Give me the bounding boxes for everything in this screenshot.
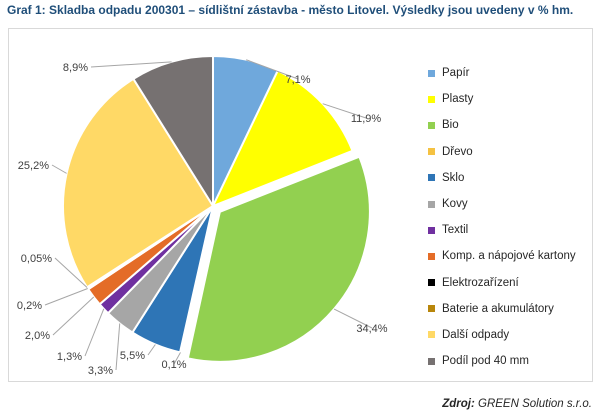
- legend-label: Baterie a akumulátory: [442, 302, 554, 315]
- legend-label: Bio: [442, 119, 459, 132]
- legend-swatch: [428, 226, 435, 234]
- leader-line-9: [44, 288, 88, 306]
- data-label-12: 8,9%: [63, 62, 88, 74]
- leader-line-12: [90, 61, 172, 68]
- legend-item: Textil: [428, 217, 598, 243]
- leader-line-8: [52, 296, 95, 336]
- leader-line-10: [54, 257, 88, 288]
- leader-line-6: [115, 323, 121, 371]
- source-text: GREEN Solution s.r.o.: [478, 398, 592, 410]
- data-label-4: 0,1%: [161, 359, 186, 371]
- legend-label: Další odpady: [442, 328, 510, 341]
- legend-swatch: [428, 69, 435, 77]
- leader-line-1: [246, 59, 299, 80]
- leader-line-5: [147, 344, 156, 356]
- legend-swatch: [428, 279, 435, 287]
- legend-label: Plasty: [442, 93, 474, 106]
- legend-label: Elektrozařízení: [442, 276, 519, 289]
- data-label-5: 5,5%: [120, 350, 145, 362]
- legend: Papír Plasty Bio Dřevo Sklo Kovy Textil Komp. a…: [428, 60, 598, 374]
- legend-swatch: [428, 252, 435, 260]
- data-label-10: 0,05%: [21, 253, 52, 265]
- data-label-11: 25,2%: [18, 160, 49, 172]
- legend-item: Dřevo: [428, 139, 598, 165]
- legend-item: Baterie a akumulátory: [428, 296, 598, 322]
- legend-swatch: [428, 148, 435, 156]
- legend-item: Elektrozařízení: [428, 270, 598, 296]
- leader-lines: [44, 59, 373, 371]
- leader-line-7: [84, 308, 105, 357]
- legend-item: Podíl pod 40 mm: [428, 348, 598, 374]
- leader-line-2: [322, 103, 367, 119]
- legend-swatch: [428, 95, 435, 103]
- data-label-2: 11,9%: [351, 113, 382, 125]
- source-prefix: Zdroj:: [442, 398, 475, 410]
- data-label-6: 3,3%: [88, 365, 113, 377]
- legend-swatch: [428, 305, 435, 313]
- legend-label: Papír: [442, 67, 470, 80]
- leader-line-3: [333, 308, 373, 329]
- data-label-7: 1,3%: [57, 351, 82, 363]
- pie-slice-11: [62, 77, 215, 289]
- data-label-9: 0,2%: [17, 300, 42, 312]
- pie-slice-12: [132, 54, 214, 210]
- legend-swatch: [428, 331, 435, 339]
- legend-item: Plasty: [428, 86, 598, 112]
- legend-swatch: [428, 121, 435, 129]
- legend-label: Komp. a nápojové kartony: [442, 250, 576, 263]
- leader-line-11: [51, 164, 67, 174]
- data-label-8: 2,0%: [25, 330, 50, 342]
- legend-swatch: [428, 174, 435, 182]
- legend-item: Papír: [428, 60, 598, 86]
- legend-label: Textil: [442, 224, 469, 237]
- legend-label: Sklo: [442, 171, 465, 184]
- legend-item: Další odpady: [428, 322, 598, 348]
- data-label-1: 7,1%: [285, 74, 310, 86]
- legend-item: Sklo: [428, 165, 598, 191]
- chart-title: Graf 1: Skladba odpadu 200301 – sídlištn…: [7, 3, 574, 17]
- legend-swatch: [428, 200, 435, 208]
- legend-item: Komp. a nápojové kartony: [428, 243, 598, 269]
- pie-slices: [62, 54, 371, 363]
- data-label-3: 34,4%: [356, 323, 387, 335]
- legend-label: Podíl pod 40 mm: [442, 355, 529, 368]
- leader-line-4: [173, 352, 181, 365]
- legend-item: Bio: [428, 112, 598, 138]
- legend-label: Kovy: [442, 198, 468, 211]
- source-note: Zdroj: GREEN Solution s.r.o.: [442, 398, 592, 410]
- legend-item: Kovy: [428, 191, 598, 217]
- legend-label: Dřevo: [442, 145, 473, 158]
- legend-swatch: [428, 357, 435, 365]
- data-labels: 7,1% 11,9% 34,4% 0,1% 5,5% 3,3% 1,3% 2,0% 0,2% 0,…: [17, 62, 388, 377]
